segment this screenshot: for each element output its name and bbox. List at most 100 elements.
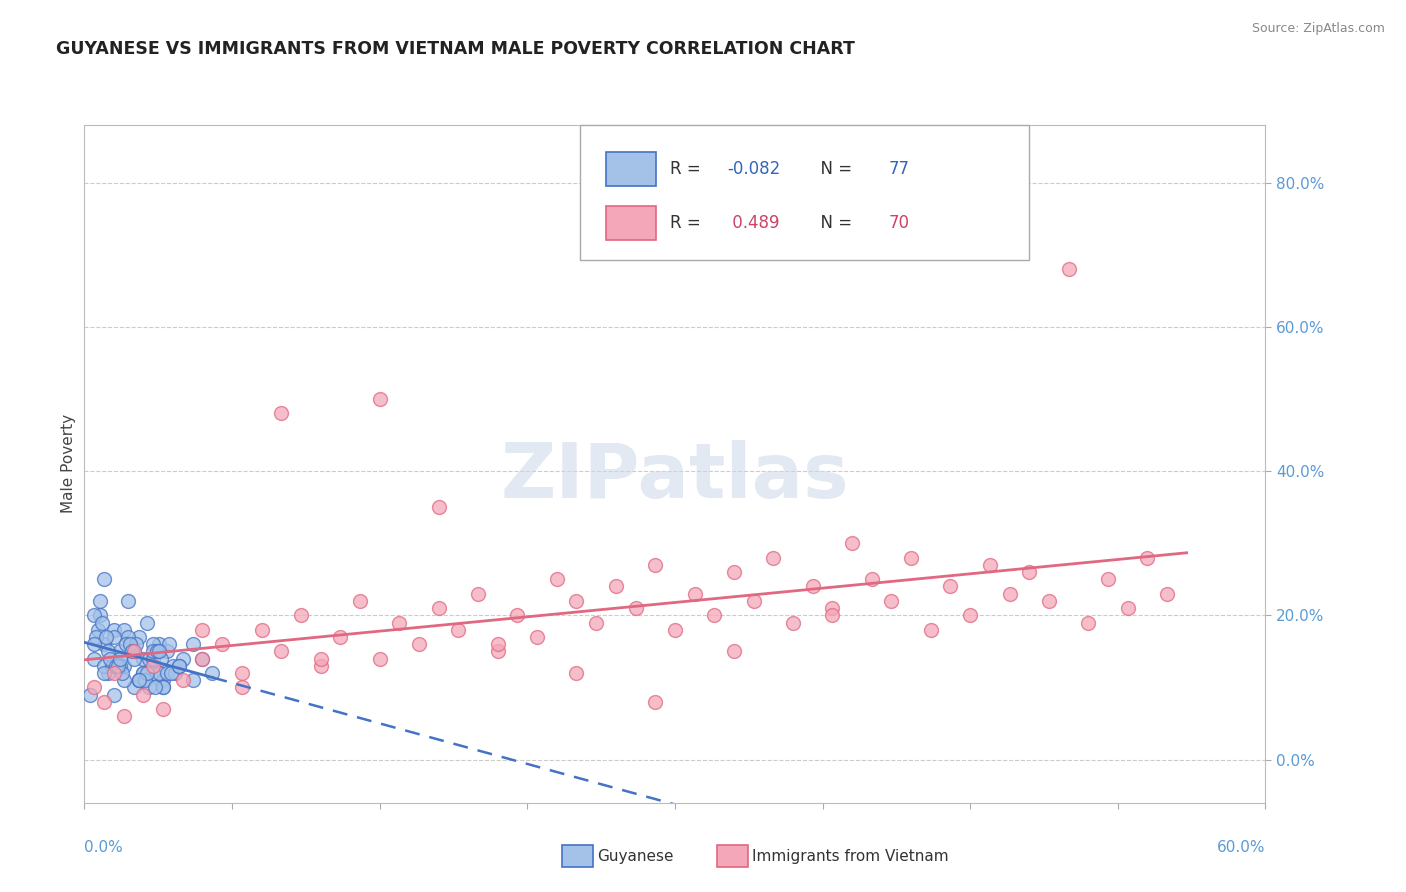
Point (191, 651, 214, 665)
Point (132, 665, 155, 680)
FancyBboxPatch shape (606, 206, 657, 240)
Point (114, 637, 136, 651)
Point (97, 665, 120, 680)
Point (128, 673, 150, 688)
Point (782, 615, 804, 630)
Point (486, 637, 509, 651)
Point (138, 681, 160, 695)
Point (703, 608, 725, 623)
Text: Guyanese: Guyanese (598, 849, 673, 863)
Point (128, 673, 150, 688)
Point (821, 601, 844, 615)
Text: R =: R = (671, 214, 706, 232)
Point (900, 550, 922, 565)
Text: GUYANESE VS IMMIGRANTS FROM VIETNAM MALE POVERTY CORRELATION CHART: GUYANESE VS IMMIGRANTS FROM VIETNAM MALE… (56, 40, 855, 58)
Point (329, 630, 352, 644)
FancyBboxPatch shape (562, 845, 593, 867)
Text: Source: ZipAtlas.com: Source: ZipAtlas.com (1251, 22, 1385, 36)
Point (101, 658, 124, 673)
Point (112, 673, 135, 688)
Text: Immigrants from Vietnam: Immigrants from Vietnam (752, 849, 949, 863)
Point (122, 681, 145, 695)
Point (136, 665, 159, 680)
Point (860, 572, 883, 586)
Text: 77: 77 (889, 160, 910, 178)
Point (167, 658, 190, 673)
Point (1057, 262, 1080, 277)
Point (142, 658, 165, 673)
Point (762, 550, 785, 565)
Point (309, 651, 332, 665)
Point (122, 644, 145, 658)
Point (160, 665, 183, 680)
Point (447, 623, 470, 637)
Point (94, 630, 117, 644)
Point (104, 658, 127, 673)
Text: -0.082: -0.082 (727, 160, 780, 178)
Point (250, 623, 273, 637)
Point (998, 587, 1021, 601)
Point (107, 658, 129, 673)
Point (122, 651, 145, 665)
Point (349, 594, 371, 608)
Point (132, 651, 155, 665)
Point (368, 651, 391, 665)
Point (156, 644, 179, 658)
Point (1038, 594, 1060, 608)
Point (801, 579, 824, 593)
Point (723, 565, 745, 579)
Point (112, 658, 135, 673)
Point (117, 594, 139, 608)
Point (150, 651, 173, 665)
Point (959, 608, 981, 623)
Point (664, 623, 686, 637)
Point (270, 644, 292, 658)
Point (143, 681, 166, 695)
Point (427, 601, 450, 615)
Point (181, 673, 204, 688)
Point (84, 630, 107, 644)
Point (79, 688, 101, 702)
Point (1136, 550, 1159, 565)
Point (191, 651, 214, 665)
Point (152, 673, 174, 688)
Point (427, 500, 450, 515)
Point (723, 644, 745, 658)
Point (103, 688, 125, 702)
Point (97, 644, 120, 658)
Point (138, 651, 160, 665)
Point (152, 702, 174, 716)
FancyBboxPatch shape (717, 845, 748, 867)
Point (683, 587, 706, 601)
Point (142, 637, 165, 651)
Point (1097, 572, 1119, 586)
Point (167, 658, 190, 673)
Point (128, 673, 150, 688)
Point (128, 630, 150, 644)
Point (93, 572, 115, 586)
Point (83, 681, 105, 695)
Point (93, 695, 115, 709)
Point (1116, 601, 1139, 615)
Point (83, 608, 105, 623)
Point (148, 644, 170, 658)
Text: N =: N = (810, 160, 856, 178)
Point (408, 637, 430, 651)
Point (91, 615, 114, 630)
Point (211, 637, 233, 651)
Point (152, 681, 174, 695)
Point (821, 608, 844, 623)
Point (83, 637, 105, 651)
Y-axis label: Male Poverty: Male Poverty (60, 414, 76, 514)
Point (93, 658, 115, 673)
Point (939, 579, 962, 593)
Point (546, 572, 568, 586)
Point (111, 665, 134, 680)
Point (309, 658, 332, 673)
Point (136, 615, 159, 630)
Text: 60.0%: 60.0% (1218, 840, 1265, 855)
Point (585, 615, 607, 630)
Point (1156, 587, 1178, 601)
Point (108, 658, 131, 673)
Point (565, 594, 588, 608)
